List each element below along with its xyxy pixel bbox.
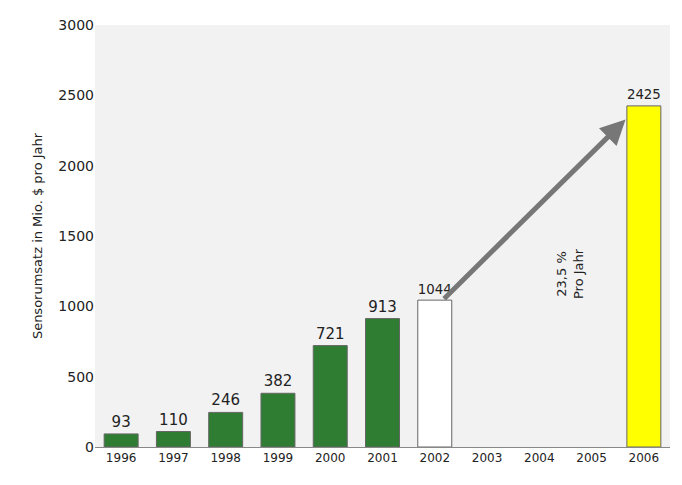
svg-text:2425: 2425 bbox=[627, 87, 661, 102]
svg-text:500: 500 bbox=[67, 369, 94, 385]
svg-text:246: 246 bbox=[211, 391, 240, 409]
svg-text:1999: 1999 bbox=[263, 451, 294, 465]
svg-text:2006: 2006 bbox=[629, 451, 660, 465]
svg-text:1000: 1000 bbox=[58, 298, 94, 314]
svg-text:382: 382 bbox=[264, 372, 293, 390]
svg-text:1996: 1996 bbox=[106, 451, 137, 465]
svg-text:1997: 1997 bbox=[158, 451, 189, 465]
svg-text:93: 93 bbox=[112, 413, 131, 431]
svg-text:913: 913 bbox=[368, 298, 397, 316]
svg-text:2002: 2002 bbox=[419, 451, 450, 465]
svg-text:23,5 %Pro Jahr: 23,5 %Pro Jahr bbox=[554, 248, 586, 299]
svg-text:Sensorumsatz in Mio. $ pro Jah: Sensorumsatz in Mio. $ pro Jahr bbox=[30, 132, 45, 339]
svg-text:2001: 2001 bbox=[367, 451, 398, 465]
svg-text:2003: 2003 bbox=[472, 451, 503, 465]
svg-text:2004: 2004 bbox=[524, 451, 555, 465]
svg-text:2000: 2000 bbox=[315, 451, 346, 465]
svg-text:3000: 3000 bbox=[58, 17, 94, 33]
svg-text:2005: 2005 bbox=[576, 451, 607, 465]
svg-text:1044: 1044 bbox=[418, 282, 452, 297]
svg-text:721: 721 bbox=[316, 325, 345, 343]
svg-text:0: 0 bbox=[85, 439, 94, 455]
svg-text:110: 110 bbox=[159, 411, 188, 429]
svg-text:1998: 1998 bbox=[210, 451, 241, 465]
svg-text:1500: 1500 bbox=[58, 228, 94, 244]
svg-text:2500: 2500 bbox=[58, 87, 94, 103]
svg-text:2000: 2000 bbox=[58, 158, 94, 174]
